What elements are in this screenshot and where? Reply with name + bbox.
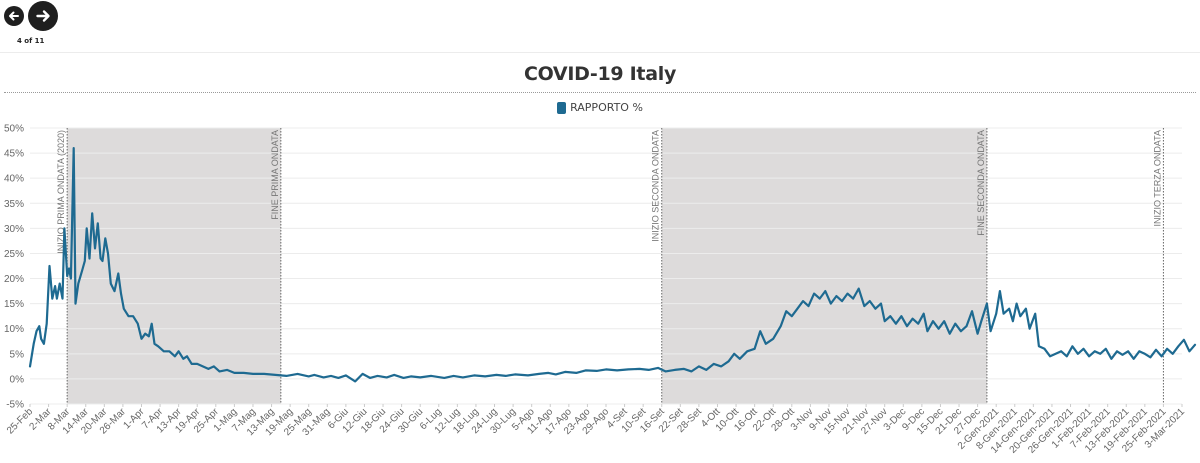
y-tick-label: 50%: [4, 124, 24, 135]
y-tick-label: 15%: [4, 299, 24, 310]
line-chart: -5%0%5%10%15%20%25%30%35%40%45%50%25-Feb…: [4, 124, 1197, 456]
header-divider: [0, 52, 1200, 53]
wave-marker-label: INIZIO TERZA ONDATA: [1152, 130, 1162, 227]
legend-label: RAPPORTO %: [570, 101, 643, 114]
y-tick-label: 25%: [4, 249, 24, 260]
wave-marker-label: FINE PRIMA ONDATA: [270, 130, 280, 220]
shaded-wave-band: [67, 128, 281, 404]
wave-marker-label: INIZIO PRIMA ONDATA (2020): [56, 130, 66, 254]
y-tick-label: 30%: [4, 224, 24, 235]
next-button[interactable]: [28, 1, 58, 31]
title-divider: [4, 92, 1196, 93]
y-tick-label: 20%: [4, 274, 24, 285]
y-tick-label: -5%: [6, 400, 24, 411]
arrow-right-icon: [35, 8, 51, 24]
y-tick-label: 5%: [10, 349, 25, 360]
wave-marker-label: INIZIO SECONDA ONDATA: [651, 130, 661, 242]
shaded-wave-band: [661, 128, 987, 404]
pager-indicator: 4 of 11: [17, 37, 45, 45]
y-tick-label: 45%: [4, 149, 24, 160]
y-tick-label: 10%: [4, 324, 24, 335]
y-tick-label: 0%: [10, 374, 25, 385]
chart-legend[interactable]: RAPPORTO %: [0, 101, 1200, 114]
chart-title: COVID-19 Italy: [523, 63, 677, 85]
legend-swatch: [557, 101, 567, 114]
previous-button[interactable]: [4, 6, 24, 26]
y-tick-label: 40%: [4, 174, 24, 185]
y-tick-label: 35%: [4, 199, 24, 210]
series-line: [28, 147, 1197, 383]
arrow-left-icon: [8, 10, 20, 22]
wave-marker-label: FINE SECONDA ONDATA: [976, 130, 986, 236]
